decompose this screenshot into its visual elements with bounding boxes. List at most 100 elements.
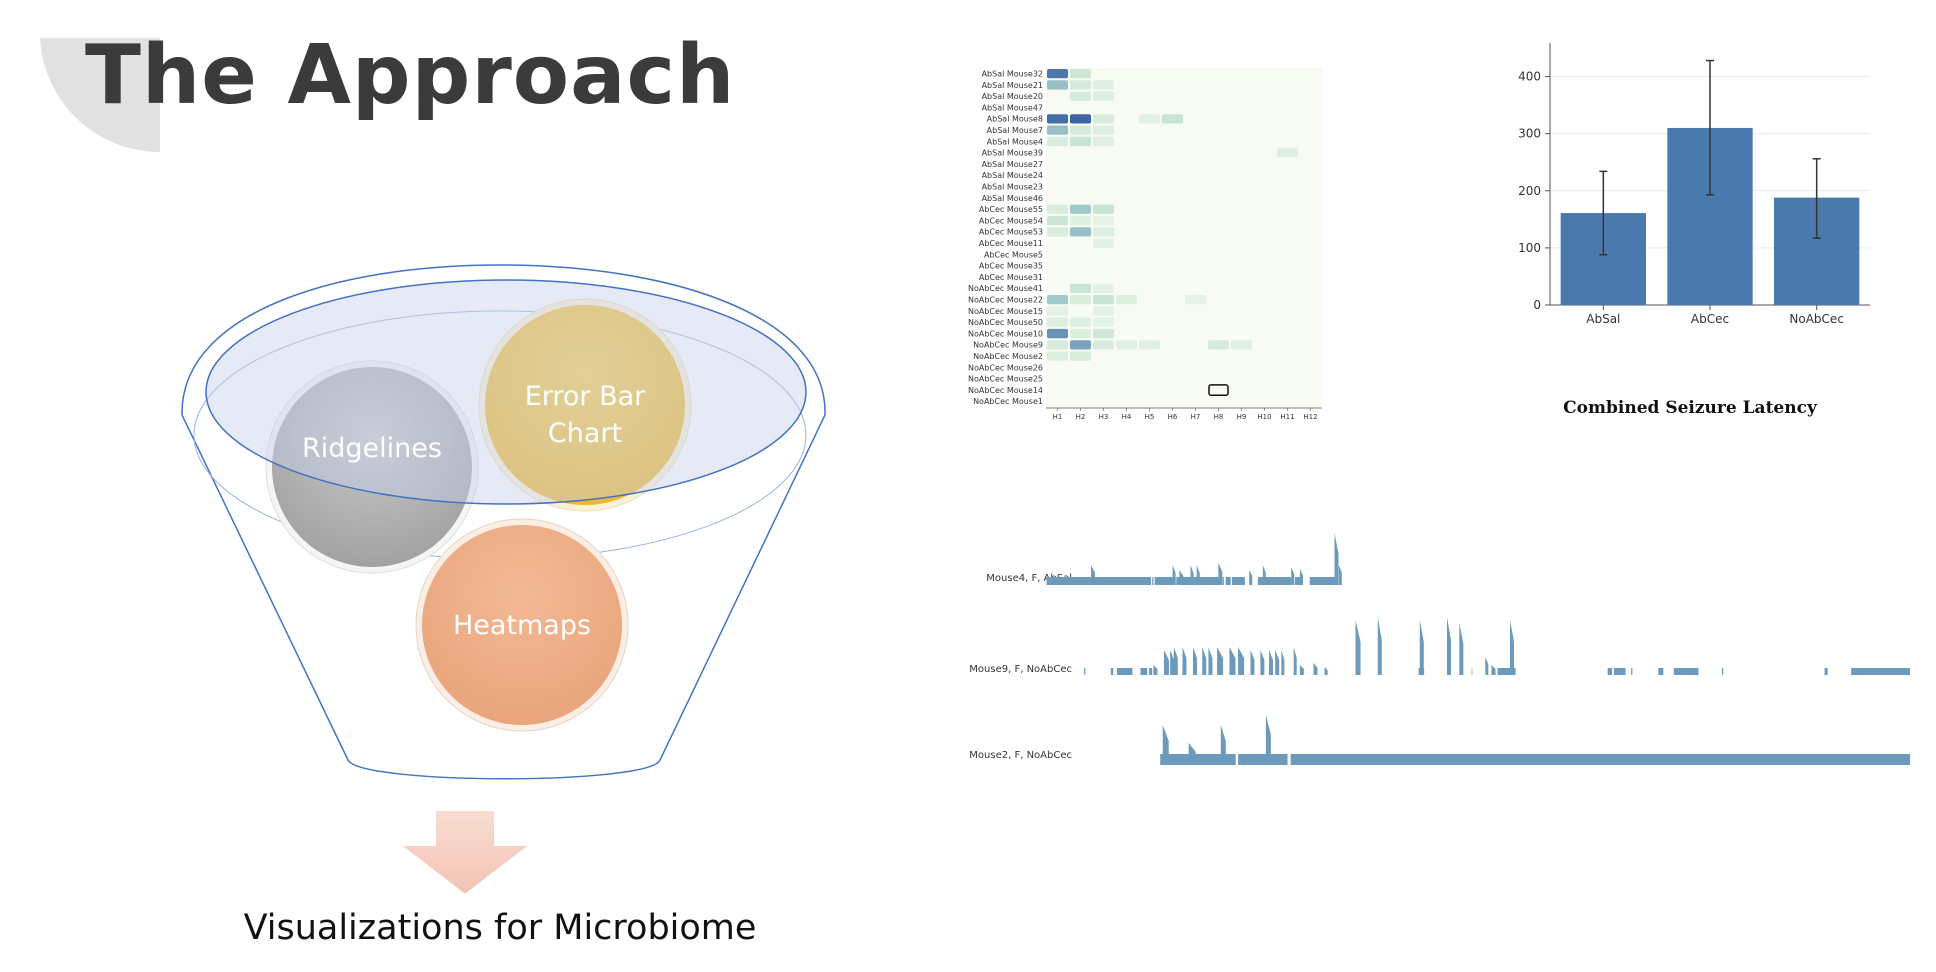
ridgeline-base [1084,668,1086,675]
heatmap-cell [1047,80,1068,90]
heatmap-cell [1070,91,1091,101]
heatmap-row-label: AbSal Mouse20 [982,92,1043,101]
ridgeline-spike [1260,650,1265,675]
ridgeline-base [1471,668,1473,675]
heatmap-col-label: H4 [1122,413,1132,421]
ridgeline-spike [1238,647,1245,675]
heatmap-row-label: NoAbCec Mouse10 [968,329,1043,338]
bar-y-tick-label: 0 [1533,298,1541,312]
ridgeline-spike [1179,570,1184,585]
bottom-caption: Visualizations for Microbiome [243,908,757,948]
heatmap-row-label: AbCec Mouse53 [979,228,1043,237]
heatmap-row-label: NoAbCec Mouse1 [973,397,1043,406]
ridgeline-spike [1172,565,1176,585]
heatmap-row-label: AbCec Mouse55 [979,205,1043,214]
heatmap-chart: AbSal Mouse32 AbSal Mouse21 AbSal Mouse20 A… [968,68,1322,421]
heatmap-cell [1047,114,1068,124]
ridgeline-spike [1190,565,1194,585]
bar-x-tick-label: AbSal [1586,312,1620,326]
ridgeline-base [1721,668,1724,675]
heatmap-cell [1047,295,1068,305]
heatmap-background [1046,68,1322,407]
heatmap-cell [1093,114,1114,124]
heatmap-col-label: H6 [1168,413,1178,421]
heatmap-cell [1047,306,1068,316]
ridgeline-spike [1091,565,1096,585]
ridgeline-base [1046,577,1151,585]
ridgeline-label: Mouse2, F, NoAbCec [969,750,1072,761]
heatmap-cell [1047,69,1068,79]
ridgeline-spike [1262,565,1266,585]
ridgeline-label: Mouse4, F, AbSal [986,573,1072,584]
ridgeline-base [1116,668,1133,675]
heatmap-cell [1047,215,1068,226]
heatmap-cell [1070,295,1091,305]
heatmap-cell [1070,80,1091,90]
ridgeline-base [1225,577,1231,585]
heatmap-row-label: AbSal Mouse46 [982,194,1043,203]
ridgeline-spike [1163,650,1169,675]
heatmap-cell [1070,283,1091,293]
heatmap-cell [1093,227,1114,237]
ridgeline-spike [1313,663,1318,675]
ridgeline-spike [1173,647,1178,675]
heatmap-cell [1047,351,1068,361]
ridgeline-spike [1162,725,1169,765]
heatmap-row-label: NoAbCec Mouse9 [973,341,1043,350]
ridgeline-base [1613,668,1626,675]
heatmap-cell [1070,227,1091,237]
heatmap-cell [1070,204,1091,214]
ridgeline-base [1631,668,1633,675]
heatmap-cell [1070,215,1091,226]
ridgeline-spike [1291,567,1295,585]
ridgeline-spike [1299,569,1303,585]
heatmap-cell [1070,340,1091,350]
heatmap-col-label: H7 [1191,413,1201,421]
ridgeline-spike [1196,565,1200,585]
ridgeline-spike [1275,650,1280,675]
bar-y-tick-label: 400 [1518,70,1541,84]
heatmap-row-label: AbSal Mouse32 [982,69,1043,78]
ball-ridgelines [265,360,479,574]
ridgeline-spike [1250,650,1255,675]
ridgeline-base [1290,754,1910,765]
heatmap-col-label: H2 [1076,413,1086,421]
bar-x-tick-label: NoAbCec [1789,312,1844,326]
heatmap-cell [1047,125,1068,135]
heatmap-col-label: H3 [1099,413,1109,421]
heatmap-cell [1139,340,1160,350]
heatmap-row-label: AbCec Mouse54 [979,216,1043,225]
heatmap-row-label: AbSal Mouse21 [982,81,1043,90]
heatmap-cell [1047,317,1068,327]
heatmap-row-label: AbSal Mouse27 [982,160,1043,169]
ridgeline-base [1824,668,1828,675]
heatmap-cell [1047,340,1068,350]
heatmap-cell [1277,148,1298,158]
ridgeline-spike [1459,623,1464,675]
heatmap-cell [1093,238,1114,248]
ridgeline-chart: Mouse4, F, AbSal Mouse9, F, NoAbCec Mouse2… [969,533,1910,765]
ball-error-bar-chart [478,298,692,512]
heatmap-row-label: AbSal Mouse39 [982,149,1043,158]
bar-y-tick-label: 300 [1518,127,1541,141]
heatmap-cell [1162,114,1183,124]
ridgeline-spike [1334,533,1339,585]
ridgeline-base [1166,754,1236,765]
ridgeline-base [1160,754,1164,765]
heatmap-row-label: AbSal Mouse7 [987,126,1043,135]
heatmap-cell [1093,125,1114,135]
heatmap-cell [1208,340,1229,350]
heatmap-col-label: H9 [1237,413,1247,421]
ridgeline-spike [1377,617,1382,675]
ridgeline-base [1607,668,1612,675]
ridgeline-base [1673,668,1699,675]
ridgeline-base [1149,668,1153,675]
ridgeline-spike [1355,620,1361,675]
ridgeline-base [1851,668,1910,675]
heatmap-row-label: AbCec Mouse35 [979,262,1043,271]
ridgeline-spike [1324,667,1328,675]
bar-y-tick-label: 200 [1518,184,1541,198]
heatmap-cell [1185,295,1206,305]
ridgeline-base [1154,577,1176,585]
heatmap-row-label: NoAbCec Mouse2 [973,352,1043,361]
